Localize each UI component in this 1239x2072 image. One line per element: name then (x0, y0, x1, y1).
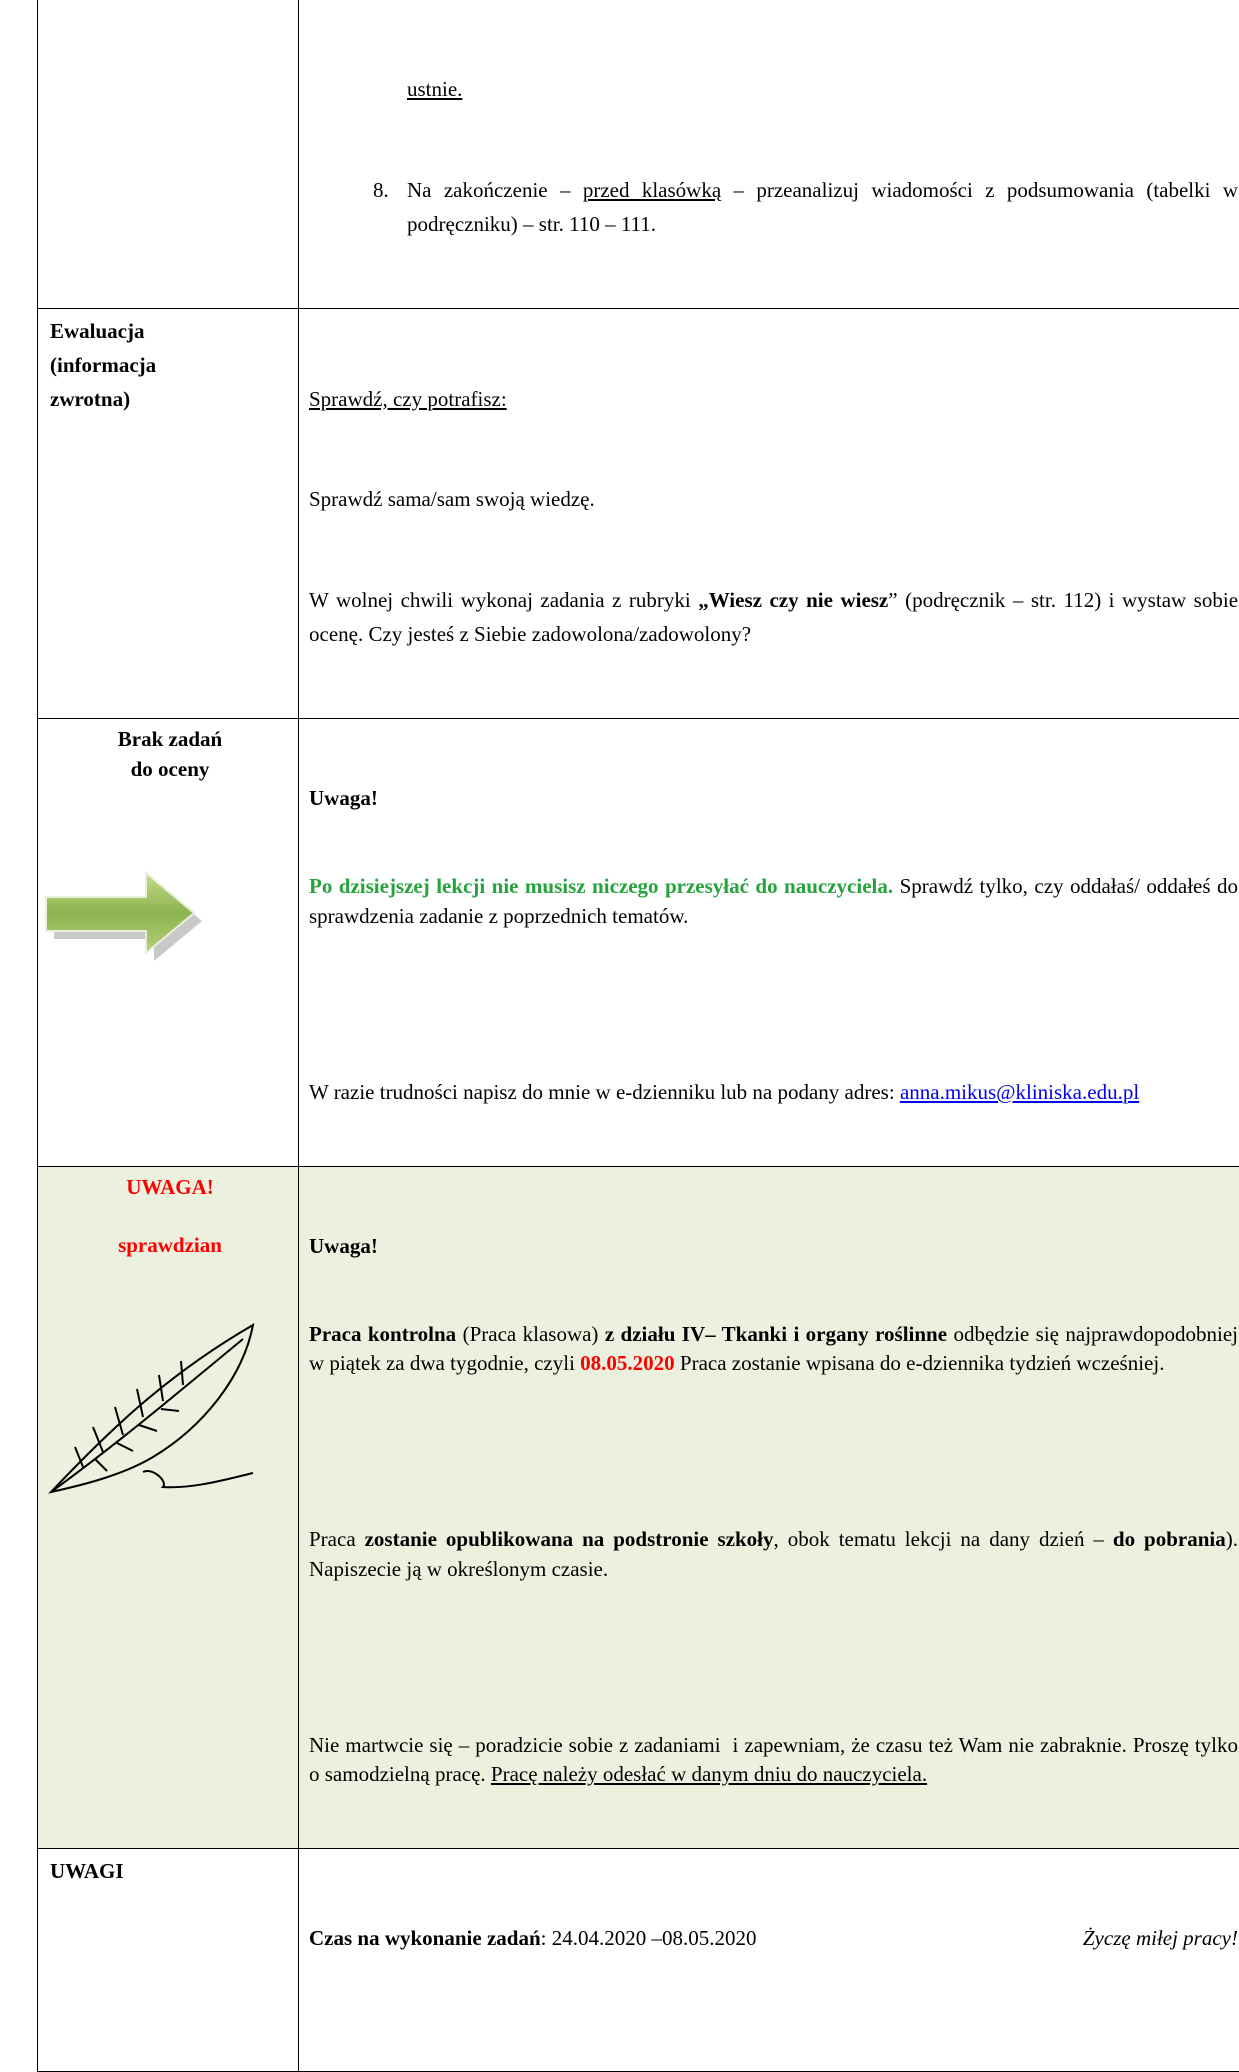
text: Po dzisiejszej lekcji nie musisz niczego… (309, 874, 893, 898)
email-link[interactable]: anna.mikus@kliniska.edu.pl (900, 1080, 1139, 1104)
text: Praca kontrolna (309, 1322, 456, 1346)
text: przed klasówką (583, 178, 721, 202)
feather-icon (43, 1317, 273, 1497)
closing: Życzę miłej pracy! (1083, 1922, 1238, 1956)
text: Czas na wykonanie zadań: 24.04.2020 –08.… (309, 1922, 756, 1956)
heading: Uwaga! (309, 1232, 1238, 1261)
paragraph: Praca kontrolna (Praca klasowa) z działu… (309, 1320, 1238, 1379)
label-line: zwrotna) (50, 383, 290, 417)
label-line: do oceny (50, 755, 290, 784)
row: ustnie. 8. Na zakończenie – przed klasówk… (38, 0, 1239, 309)
content-cell: Sprawdź, czy potrafisz: Sprawdź sama/sam… (299, 309, 1239, 719)
text: Praca (309, 1527, 365, 1551)
text: zostanie opublikowana na podstronie szko… (365, 1527, 774, 1551)
page: ustnie. 8. Na zakończenie – przed klasówk… (0, 0, 1239, 1123)
row: UWAGA! sprawdzian Uwaga! Praca kontrolna … (38, 1166, 1239, 1848)
label-line: UWAGA! (50, 1173, 290, 1202)
text: z działu IV– Tkanki i organy roślinne (605, 1322, 947, 1346)
text: do pobrania (1113, 1527, 1226, 1551)
label-line: sprawdzian (50, 1231, 290, 1260)
text: Sprawdź sama/sam swoją wiedzę. (309, 483, 1238, 517)
content-cell: ustnie. 8. Na zakończenie – przed klasówk… (299, 0, 1239, 309)
text: , obok tematu lekcji na dany dzień – (774, 1527, 1113, 1551)
label-line: UWAGI (50, 1859, 124, 1883)
label-cell: UWAGA! sprawdzian (38, 1166, 299, 1848)
content-cell: Uwaga! Po dzisiejszej lekcji nie musisz … (299, 719, 1239, 1166)
text: Czas na wykonanie zadań (309, 1926, 541, 1950)
paragraph: W wolnej chwili wykonaj zadania z rubryk… (309, 584, 1238, 651)
text: W razie trudności napisz do mnie w e-dzi… (309, 1080, 900, 1104)
text: Praca zostanie wpisana do e-dziennika ty… (675, 1351, 1165, 1375)
paragraph: Nie martwcie się – poradzicie sobie z za… (309, 1731, 1238, 1790)
label-cell (38, 0, 299, 309)
arrow-icon (38, 869, 208, 969)
paragraph: W razie trudności napisz do mnie w e-dzi… (309, 1078, 1238, 1107)
paragraph: Po dzisiejszej lekcji nie musisz niczego… (309, 872, 1238, 931)
row: UWAGI Czas na wykonanie zadań: 24.04.202… (38, 1849, 1239, 2072)
text: Na zakończenie – (407, 178, 583, 202)
text: Pracę należy odesłać w danym dniu do nau… (491, 1762, 927, 1786)
content-cell: Czas na wykonanie zadań: 24.04.2020 –08.… (299, 1849, 1239, 2072)
label-line: Ewaluacja (50, 315, 290, 349)
content-cell: Uwaga! Praca kontrolna (Praca klasowa) z… (299, 1166, 1239, 1848)
text: ustnie. (407, 77, 462, 101)
heading: Uwaga! (309, 784, 1238, 813)
text: W wolnej chwili wykonaj zadania z rubryk… (309, 588, 698, 612)
date: 08.05.2020 (580, 1351, 675, 1375)
heading: Sprawdź, czy potrafisz: (309, 383, 1238, 417)
paragraph: Praca zostanie opublikowana na podstroni… (309, 1525, 1238, 1584)
item-number: 8. (373, 174, 389, 208)
text: „Wiesz czy nie wiesz (698, 588, 888, 612)
lesson-table: ustnie. 8. Na zakończenie – przed klasówk… (37, 0, 1239, 2072)
paragraph: Czas na wykonanie zadań: 24.04.2020 –08.… (309, 1922, 1238, 1956)
text: : 24.04.2020 –08.05.2020 (541, 1926, 757, 1950)
list-item: 8.Na zakończenie – przed klasówką – prze… (309, 174, 1238, 241)
label-cell: UWAGI (38, 1849, 299, 2072)
label-line: Brak zadań (50, 725, 290, 754)
label-line: (informacja (50, 349, 290, 383)
text: (Praca klasowa) (456, 1322, 605, 1346)
continued-text: ustnie. (309, 73, 1238, 107)
